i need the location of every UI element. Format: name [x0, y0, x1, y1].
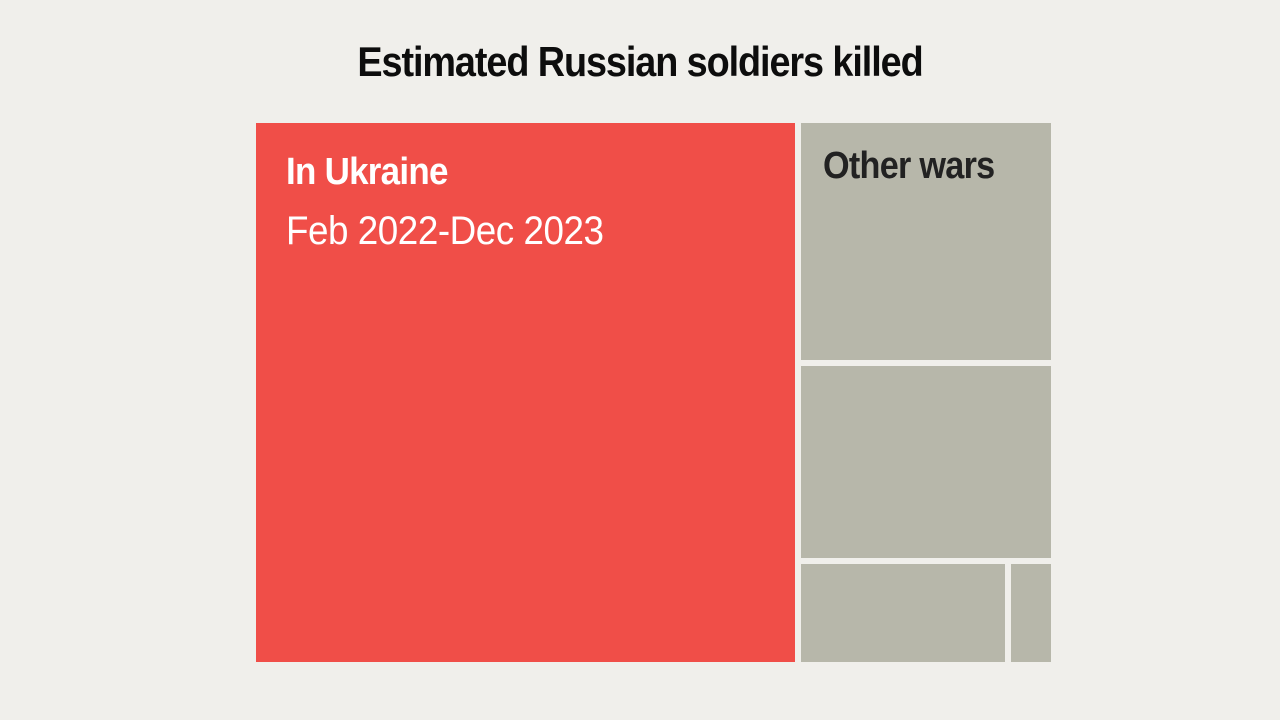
other-war-block-1: Other wars — [801, 123, 1051, 360]
chart-title: Estimated Russian soldiers killed — [357, 38, 923, 85]
other-war-block-3 — [801, 564, 1005, 662]
ukraine-label: In Ukraine — [286, 151, 448, 193]
ukraine-block: In Ukraine Feb 2022-Dec 2023 — [256, 123, 795, 662]
other-war-block-4 — [1011, 564, 1051, 662]
other-wars-label: Other wars — [823, 145, 995, 187]
other-war-block-2 — [801, 366, 1051, 558]
ukraine-date-range: Feb 2022-Dec 2023 — [286, 209, 604, 253]
